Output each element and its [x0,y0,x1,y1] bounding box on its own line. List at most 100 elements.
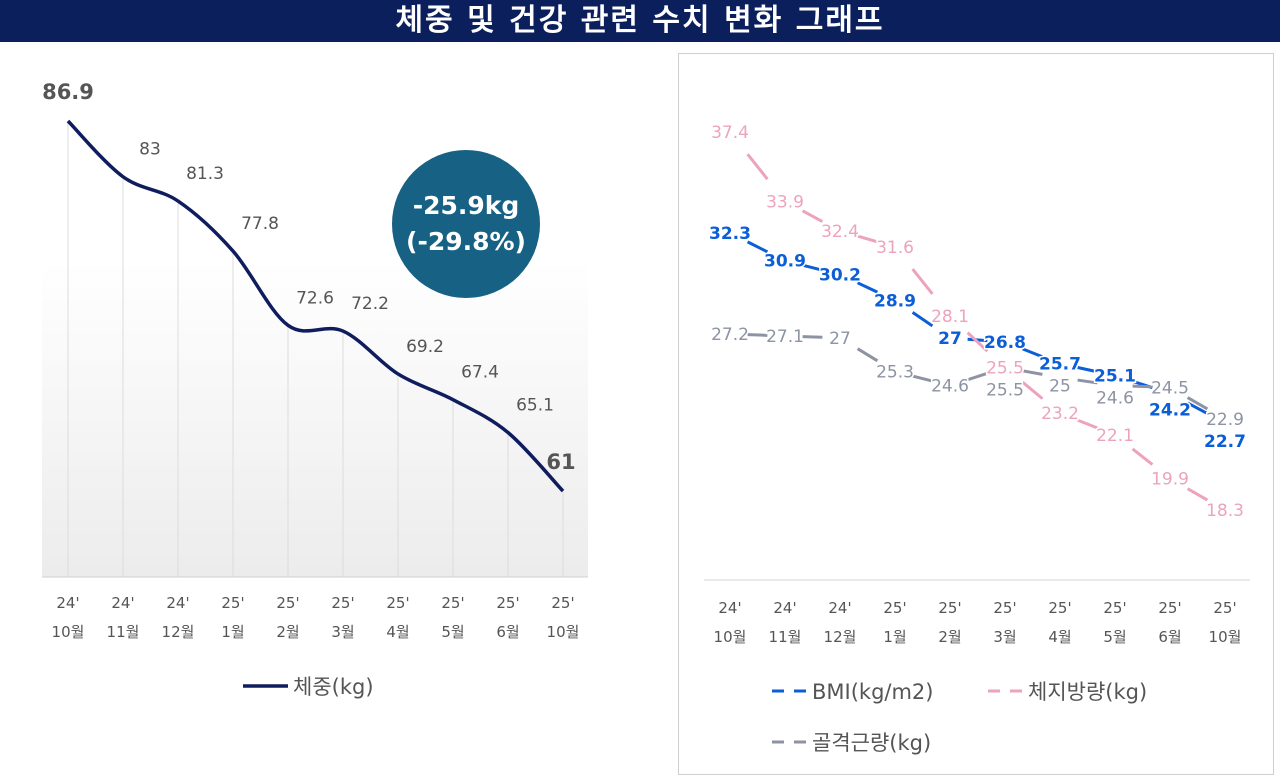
x-tick-label: 5월 [1103,628,1126,646]
x-tick-label: 3월 [993,628,1016,646]
x-tick-label: 25' [1048,599,1071,617]
series-segment [1186,401,1209,415]
series-segment [856,347,879,363]
series-segment [1077,366,1098,374]
data-label: 81.3 [186,164,224,184]
series-segment [1186,487,1209,502]
x-tick-label: 4월 [386,623,409,641]
x-tick-label: 24' [828,599,851,617]
data-label: 31.6 [876,238,914,258]
x-tick-label: 24' [111,594,134,612]
x-tick-label: 10월 [714,628,747,646]
x-tick-label: 25' [551,594,574,612]
series-segment [746,240,769,254]
data-label: 24.5 [1151,378,1189,398]
series-segment [856,281,879,294]
x-tick-label: 1월 [221,623,244,641]
data-label: 22.9 [1206,410,1244,430]
data-label: 30.9 [764,252,806,272]
series-segment [801,209,824,223]
data-label: 67.4 [461,363,499,383]
data-label: 22.1 [1096,426,1134,446]
series-segment [1022,369,1043,376]
x-tick-label: 25' [1158,599,1181,617]
series-segment [1077,418,1098,430]
data-label: 77.8 [241,214,279,234]
series-segment [802,335,823,339]
series-segment [911,311,934,328]
x-tick-label: 25' [496,594,519,612]
data-label: 25.3 [876,363,914,383]
data-label: 24.6 [1096,389,1134,409]
data-label: 69.2 [406,337,444,357]
page-title: 체중 및 건강 관련 수치 변화 그래프 [0,0,1280,42]
x-tick-label: 10월 [52,623,85,641]
x-tick-label: 2월 [276,623,299,641]
x-tick-label: 5월 [441,623,464,641]
series-segment [747,333,768,337]
data-label: 23.2 [1041,404,1079,424]
data-label: 26.8 [984,333,1026,353]
data-label: 19.9 [1151,470,1189,490]
x-tick-label: 25' [276,594,299,612]
series-segment [1131,447,1154,466]
data-label: 32.4 [821,222,859,242]
data-label: 25.7 [1039,355,1081,375]
data-label: 27.2 [711,325,749,345]
x-tick-label: 25' [1213,599,1236,617]
data-label: 25.5 [986,381,1024,401]
data-label: 24.2 [1149,400,1191,420]
series-segment [1021,381,1044,400]
data-label: 37.4 [711,123,749,143]
data-label: 83 [139,140,161,160]
legend-label: 골격근량(kg) [812,731,931,755]
series-segment [1022,347,1043,359]
badge-kg: -25.9kg [412,191,520,220]
x-tick-label: 24' [718,599,741,617]
x-tick-label: 4월 [1048,628,1071,646]
x-tick-label: 10월 [547,623,580,641]
data-label: 65.1 [516,396,554,416]
data-label: 27 [938,329,962,349]
x-tick-label: 6월 [1158,628,1181,646]
x-tick-label: 2월 [938,628,961,646]
x-tick-label: 25' [331,594,354,612]
x-tick-label: 24' [773,599,796,617]
series-segment [1132,384,1153,389]
data-label: 25 [1049,377,1071,397]
x-tick-label: 25' [221,594,244,612]
x-tick-label: 25' [993,599,1016,617]
x-tick-label: 12월 [824,628,857,646]
plot-background [42,260,588,577]
legend-label: 체지방량(kg) [1028,680,1147,704]
legend-label: 체중(kg) [293,675,374,699]
data-label: 25.5 [986,359,1024,379]
data-label: 61 [546,450,575,474]
weight-line [66,119,565,493]
x-tick-label: 1월 [883,628,906,646]
data-label: 22.7 [1204,432,1246,452]
series-segment [912,374,933,383]
x-tick-label: 25' [883,599,906,617]
data-label: 86.9 [42,80,94,104]
x-tick-label: 25' [441,594,464,612]
data-label: 18.3 [1206,501,1244,521]
x-tick-label: 3월 [331,623,354,641]
data-label: 24.6 [931,376,969,396]
x-tick-label: 6월 [496,623,519,641]
x-tick-label: 11월 [769,628,802,646]
series-segment [857,234,878,244]
x-tick-label: 24' [56,594,79,612]
series-segment [966,331,989,353]
series-segment [967,371,988,382]
right-chart-frame [678,53,1274,775]
x-tick-label: 10월 [1209,628,1242,646]
weight-change-badge: -25.9kg (-29.8%) [392,150,540,298]
series-segment [1186,396,1209,411]
data-label: 33.9 [766,192,804,212]
x-tick-label: 11월 [107,623,140,641]
badge-percent: (-29.8%) [406,227,526,256]
series-segment [1077,378,1098,385]
data-label: 27 [829,329,851,349]
